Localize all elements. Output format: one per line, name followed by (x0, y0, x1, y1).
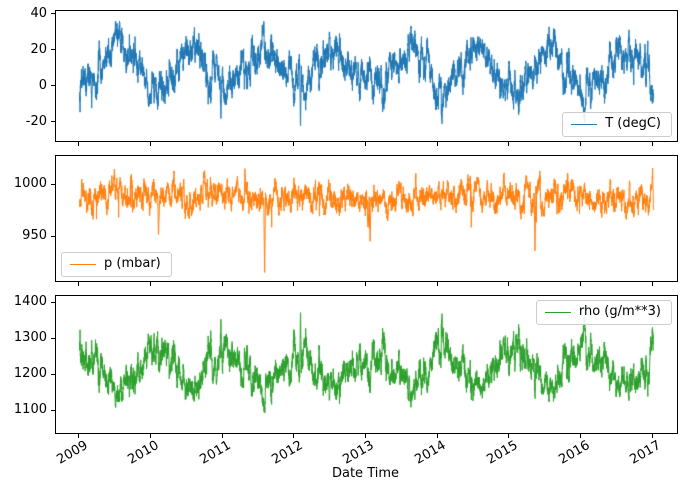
x-tick (149, 434, 151, 438)
x-tick-label: 2011 (197, 438, 234, 468)
y-tick-label: 40 (30, 5, 47, 21)
y-tick (51, 85, 55, 87)
pressure-subplot: p (mbar) (55, 155, 678, 282)
y-tick-label: 0 (38, 77, 47, 93)
x-tick (149, 282, 151, 286)
x-tick (580, 282, 582, 286)
x-axis-title: Date Time (331, 466, 400, 481)
x-tick (365, 142, 366, 146)
pressure-legend-line-sample (70, 263, 96, 265)
x-tick-label: 2013 (340, 438, 377, 468)
x-tick (365, 434, 366, 438)
pressure-legend-label: p (mbar) (104, 256, 161, 271)
y-tick-label: -20 (25, 113, 47, 129)
x-tick (436, 282, 438, 286)
x-tick-label: 2010 (125, 438, 162, 468)
pressure-legend: p (mbar) (61, 252, 172, 277)
y-tick (51, 301, 55, 303)
x-tick (78, 282, 80, 286)
y-tick (51, 235, 55, 237)
x-tick-label: 2015 (484, 438, 521, 468)
x-tick (221, 434, 223, 438)
x-tick (436, 142, 438, 146)
x-tick-label: 2016 (555, 438, 593, 468)
temperature-subplot: T (degC) (55, 10, 678, 142)
x-tick-label: 2017 (627, 438, 664, 468)
density-subplot: rho (g/m**3) (55, 295, 678, 434)
x-tick (78, 142, 80, 146)
y-tick-label: 20 (30, 41, 47, 57)
x-tick (78, 434, 80, 438)
x-tick (149, 142, 151, 146)
x-tick-label: 2009 (53, 438, 91, 468)
density-legend-label: rho (g/m**3) (578, 304, 661, 319)
density-legend-line-sample (544, 311, 571, 313)
y-tick-label: 1300 (13, 330, 47, 346)
x-tick (436, 434, 438, 438)
density-legend: rho (g/m**3) (535, 300, 672, 325)
y-tick-label: 950 (22, 228, 47, 244)
y-tick (51, 49, 55, 51)
x-tick (508, 282, 510, 286)
x-tick (365, 282, 366, 286)
y-tick (51, 373, 55, 375)
x-tick (508, 142, 510, 146)
temperature-legend-line-sample (571, 123, 598, 125)
x-tick (580, 142, 582, 146)
x-tick (221, 142, 223, 146)
y-tick (51, 121, 55, 123)
x-tick (651, 142, 653, 146)
y-tick-label: 1200 (13, 366, 47, 382)
temperature-legend: T (degC) (562, 112, 672, 137)
x-tick-label: 2012 (269, 438, 306, 468)
x-tick (293, 434, 295, 438)
x-tick (580, 434, 582, 438)
temperature-legend-label: T (degC) (605, 116, 661, 131)
x-tick (221, 282, 223, 286)
y-tick (51, 409, 55, 411)
x-tick (508, 434, 510, 438)
x-tick-label: 2014 (412, 438, 449, 468)
y-tick (51, 183, 55, 185)
y-tick (51, 13, 55, 15)
y-tick-label: 1000 (13, 176, 47, 192)
y-tick-label: 1100 (13, 402, 47, 418)
x-tick (293, 282, 295, 286)
x-tick (293, 142, 295, 146)
y-tick-label: 1400 (13, 294, 47, 310)
x-tick (651, 282, 653, 286)
x-tick (651, 434, 653, 438)
y-tick (51, 337, 55, 339)
